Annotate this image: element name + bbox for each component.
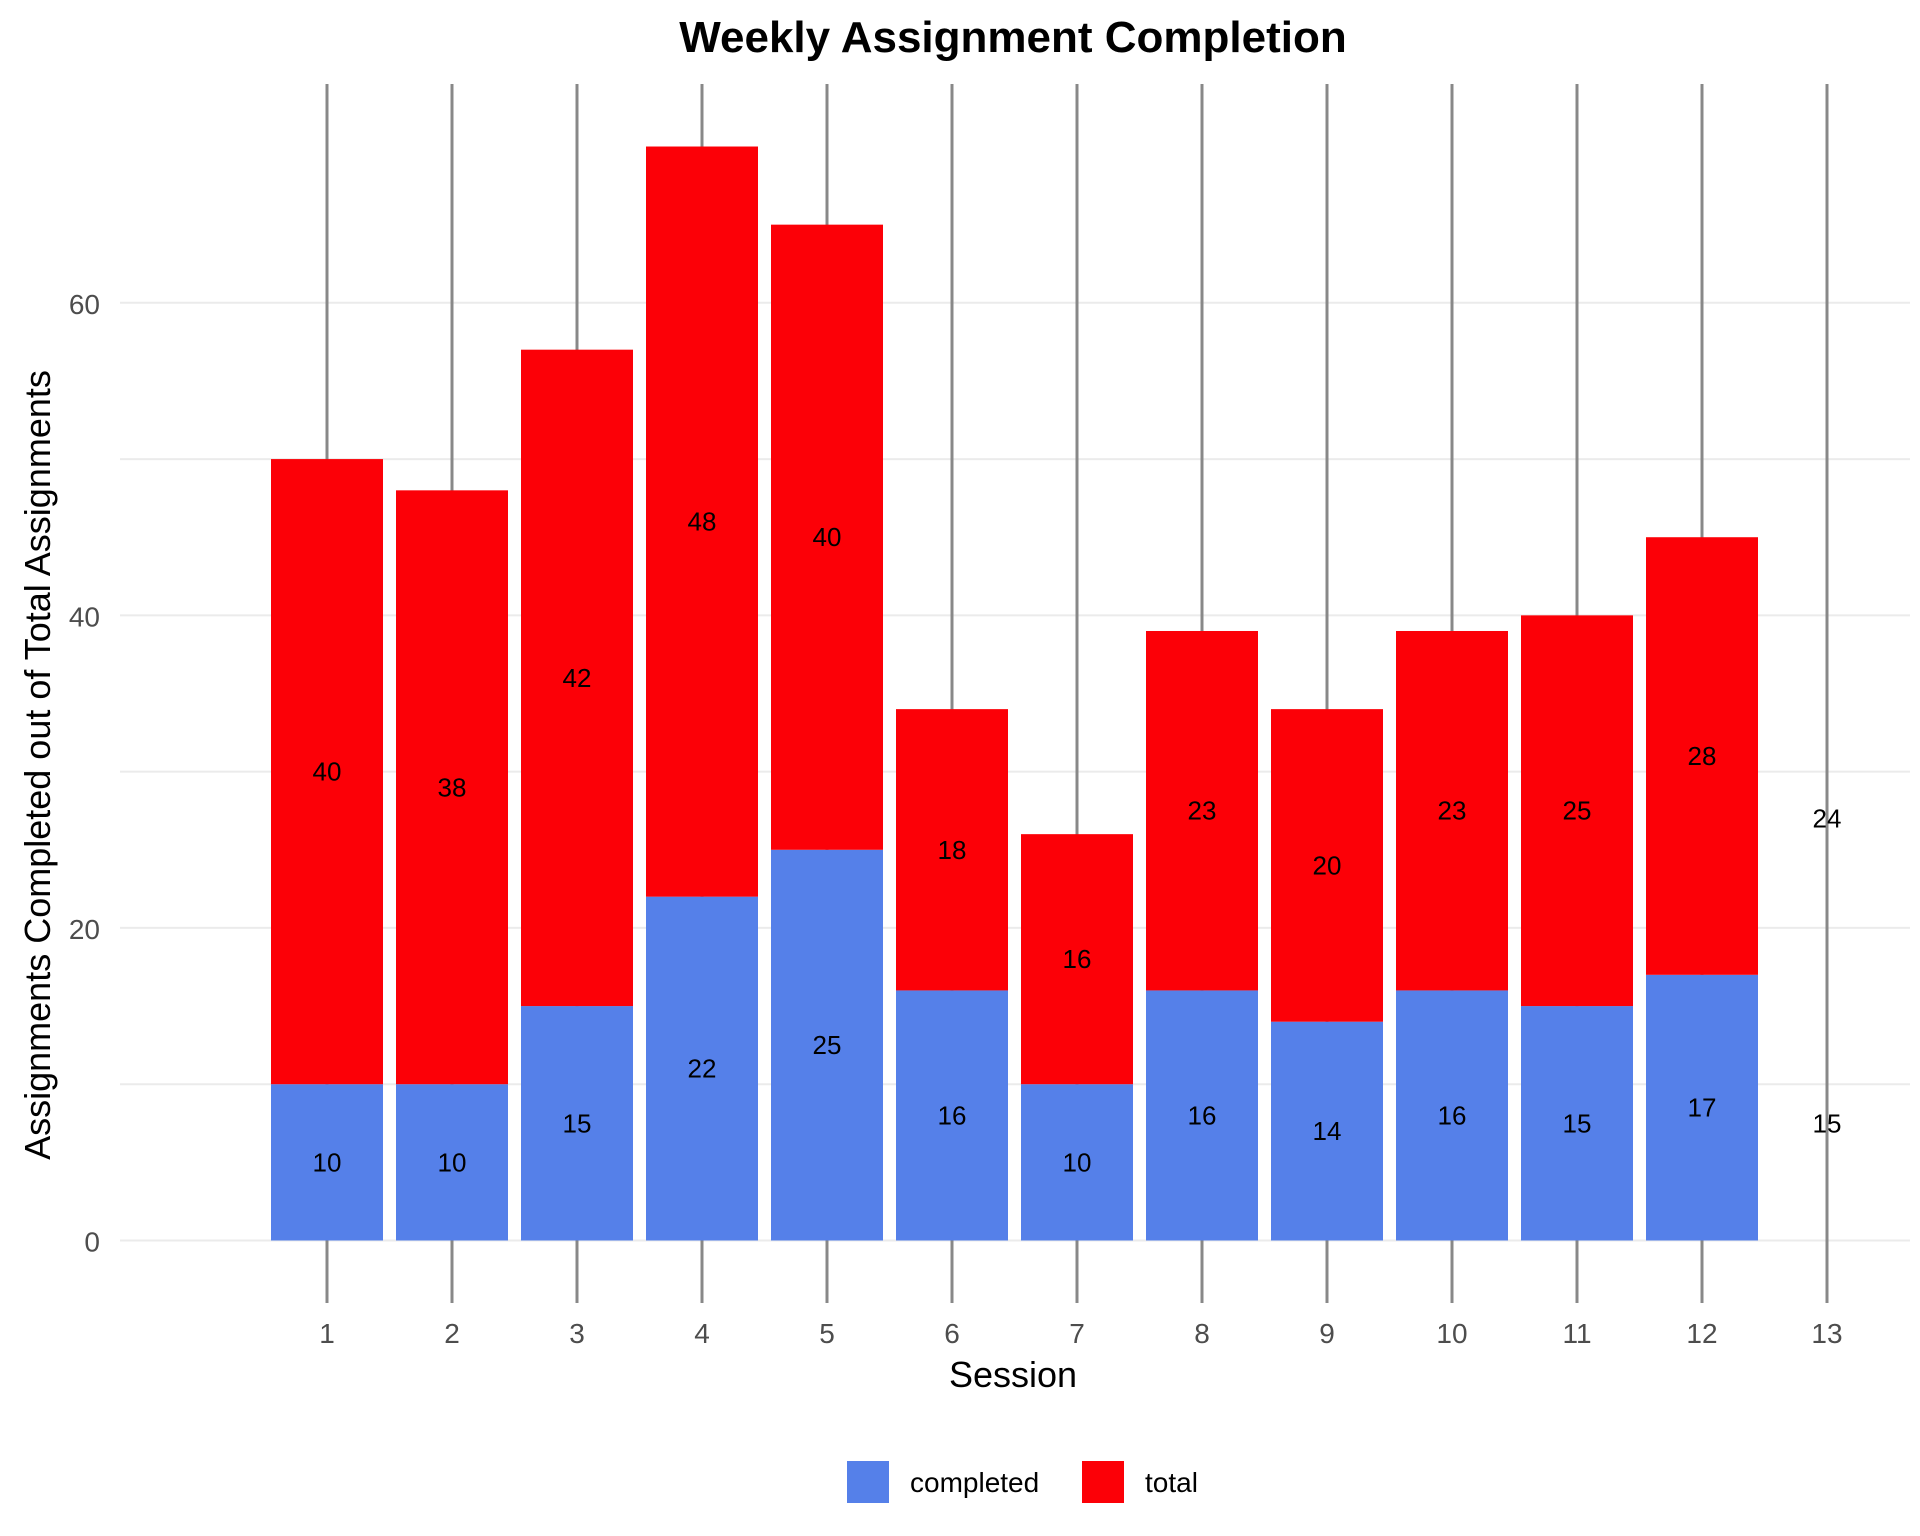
data-label-total: 28	[1688, 741, 1717, 771]
bar-total	[271, 459, 383, 1085]
bar-completed	[521, 1006, 633, 1241]
x-tick-label: 2	[444, 1318, 460, 1349]
bar-total	[1396, 630, 1508, 991]
data-label-completed: 10	[1063, 1147, 1092, 1177]
data-label-completed: 16	[938, 1100, 967, 1130]
bar-total	[521, 349, 633, 1007]
bar-completed	[1646, 974, 1758, 1241]
x-tick-label: 4	[694, 1318, 710, 1349]
bar-total	[896, 709, 1008, 991]
data-label-total: 48	[688, 507, 717, 537]
data-label-total: 23	[1188, 796, 1217, 826]
x-tick-label: 11	[1562, 1318, 1591, 1349]
x-tick-label: 1	[319, 1318, 335, 1349]
bar-completed	[1021, 1084, 1133, 1241]
data-label-completed: 22	[688, 1054, 717, 1084]
bar-completed	[1396, 990, 1508, 1241]
legend: completed total	[847, 1461, 1198, 1503]
bar-completed	[271, 1084, 383, 1241]
chart-title: Weekly Assignment Completion	[679, 13, 1346, 62]
bar-completed	[1146, 990, 1258, 1241]
x-tick-label: 10	[1436, 1318, 1467, 1349]
data-label-completed: 15	[563, 1108, 592, 1138]
legend-swatch-completed	[847, 1461, 889, 1503]
data-label-completed: 14	[1313, 1116, 1342, 1146]
x-tick-label: 8	[1194, 1318, 1210, 1349]
x-tick-label: 9	[1319, 1318, 1335, 1349]
data-label-total: 18	[938, 835, 967, 865]
data-label-total: 24	[1813, 804, 1842, 834]
data-label-completed: 15	[1563, 1108, 1592, 1138]
x-tick-label: 3	[569, 1318, 585, 1349]
data-labels: 10 40 10 38 15 42 22 48 25 40 16 18 10 16 16 23 14 20 16 23…	[313, 507, 1842, 1178]
legend-swatch-total	[1082, 1461, 1124, 1503]
data-label-completed: 16	[1438, 1100, 1467, 1130]
bar-total	[1146, 630, 1258, 991]
data-label-total: 40	[813, 522, 842, 552]
data-label-total: 40	[313, 757, 342, 787]
bar-completed	[771, 849, 883, 1241]
x-tick-label: 12	[1686, 1318, 1717, 1349]
x-tick-label: 7	[1069, 1318, 1085, 1349]
bars	[271, 146, 1758, 1241]
data-label-completed: 25	[813, 1030, 842, 1060]
data-label-completed: 16	[1188, 1100, 1217, 1130]
y-axis-title: Assignments Completed out of Total Assig…	[17, 370, 58, 1160]
data-label-total: 20	[1313, 850, 1342, 880]
x-axis-title: Session	[949, 1354, 1077, 1395]
data-label-total: 25	[1563, 796, 1592, 826]
bar-total	[1021, 834, 1133, 1085]
data-label-total: 23	[1438, 796, 1467, 826]
legend-label-completed: completed	[910, 1467, 1039, 1498]
bar-completed	[1271, 1021, 1383, 1241]
bar-total	[1646, 537, 1758, 975]
bar-completed	[396, 1084, 508, 1241]
bar-completed	[1521, 1006, 1633, 1241]
bar-total	[396, 490, 508, 1085]
bar-total	[771, 224, 883, 850]
bar-total	[646, 146, 758, 897]
data-label-total: 16	[1063, 944, 1092, 974]
data-label-completed: 10	[438, 1147, 467, 1177]
legend-label-total: total	[1145, 1467, 1198, 1498]
x-tick-label: 6	[944, 1318, 960, 1349]
gridlines	[120, 301, 1910, 1242]
x-tick-label: 5	[819, 1318, 835, 1349]
data-label-total: 38	[438, 772, 467, 802]
data-label-completed: 17	[1688, 1093, 1717, 1123]
data-label-completed: 15	[1813, 1108, 1842, 1138]
y-axis-ticks: 0 20 40 60	[69, 289, 100, 1258]
x-axis-ticks: 1 2 3 4 5 6 7 8 9 10 11 12 13	[319, 1318, 1842, 1349]
y-tick-label: 60	[69, 289, 100, 320]
data-label-total: 42	[563, 663, 592, 693]
bar-total	[1521, 615, 1633, 1007]
y-tick-label: 0	[84, 1226, 100, 1257]
y-tick-label: 20	[69, 914, 100, 945]
bar-completed	[896, 990, 1008, 1241]
bar-completed	[646, 896, 758, 1241]
data-label-completed: 10	[313, 1147, 342, 1177]
y-tick-label: 40	[69, 601, 100, 632]
x-tick-label: 13	[1811, 1318, 1842, 1349]
bar-total	[1271, 709, 1383, 1022]
